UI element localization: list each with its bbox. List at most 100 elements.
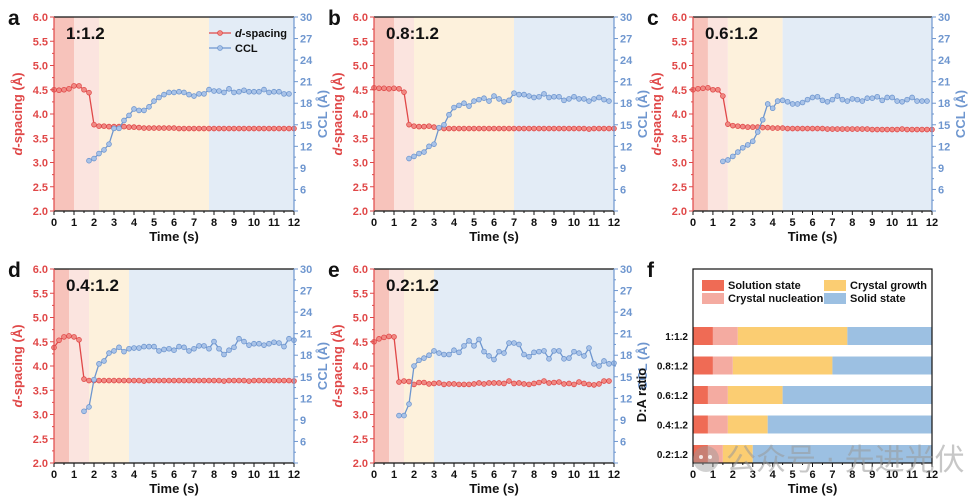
x-tick-label: 1 — [391, 217, 397, 229]
dspacing-point — [166, 377, 172, 384]
left-y-tick-label: 5.5 — [33, 36, 48, 48]
x-axis-title: Time (s) — [788, 229, 838, 244]
x-tick-label: 4 — [131, 217, 138, 229]
ccl-point — [121, 117, 127, 124]
dspacing-point — [221, 378, 227, 384]
ccl-point — [466, 338, 472, 344]
ccl-point — [116, 344, 122, 351]
ccl-point — [894, 98, 900, 104]
ccl-point — [536, 348, 542, 355]
right-y-tick-label: 21 — [620, 77, 632, 89]
x-tick-label: 12 — [608, 469, 620, 481]
dspacing-point — [246, 378, 252, 384]
ccl-point — [799, 99, 806, 106]
ccl-point — [456, 102, 462, 109]
ccl-point — [256, 340, 262, 347]
ccl-point — [511, 90, 517, 96]
x-tick-label: 5 — [151, 469, 157, 481]
dspacing-point — [386, 333, 392, 340]
ccl-point — [191, 345, 197, 352]
ccl-point — [106, 141, 112, 147]
ccl-point — [396, 412, 402, 419]
dspacing-point — [401, 89, 407, 95]
dspacing-point — [456, 381, 462, 388]
right-y-tick-label: 21 — [620, 329, 632, 341]
ccl-point — [521, 351, 527, 358]
dspacing-point — [899, 126, 905, 132]
stage-growth-band — [89, 269, 129, 463]
ccl-point — [446, 351, 452, 358]
ccl-point — [216, 88, 222, 94]
ccl-point — [426, 143, 432, 150]
ccl-point — [909, 94, 915, 101]
dspacing-point — [191, 377, 197, 384]
x-tick-label: 4 — [770, 217, 777, 229]
ccl-point — [591, 96, 597, 102]
dspacing-point — [396, 85, 402, 92]
dspacing-point — [166, 125, 172, 131]
ccl-point — [156, 348, 162, 354]
left-y-tick-label: 3.0 — [33, 410, 48, 422]
ccl-point — [136, 107, 142, 114]
dspacing-point — [96, 377, 102, 384]
x-tick-label: 12 — [926, 469, 938, 481]
dspacing-point — [511, 125, 517, 132]
ccl-point — [531, 349, 537, 356]
ccl-point — [181, 89, 187, 96]
x-tick-label: 2 — [730, 469, 736, 481]
dspacing-point — [141, 125, 147, 131]
ccl-point — [406, 155, 412, 162]
x-tick-label: 6 — [809, 217, 815, 229]
x-tick-label: 5 — [471, 217, 477, 229]
right-y-tick-label: 12 — [300, 141, 312, 153]
italic-d: d — [10, 399, 25, 408]
legend-ccl-marker — [217, 45, 223, 51]
x-tick-label: 2 — [91, 469, 97, 481]
dspacing-point — [849, 126, 856, 132]
wechat-icon — [693, 446, 719, 472]
ccl-point — [561, 356, 567, 362]
ccl-point — [441, 351, 447, 358]
ccl-point — [261, 86, 267, 93]
bar-segment-crystal-growth — [732, 356, 833, 375]
ccl-point — [251, 88, 257, 95]
ccl-point — [496, 96, 502, 102]
legend-ccl-label: CCL — [235, 43, 258, 55]
ccl-point — [471, 98, 477, 104]
x-tick-label: 12 — [288, 217, 300, 229]
ccl-point — [416, 357, 422, 364]
stage-nucleation-band — [69, 269, 89, 463]
ccl-point — [461, 100, 467, 107]
ccl-point — [161, 91, 167, 98]
ccl-point — [456, 349, 462, 356]
italic-d: d — [649, 147, 664, 156]
right-y-tick-label: 18 — [938, 98, 950, 110]
ccl-point — [401, 412, 407, 419]
ccl-point — [884, 94, 890, 101]
dspacing-point — [86, 377, 92, 384]
left-y-tick-label: 5.0 — [672, 61, 687, 73]
ccl-point — [146, 343, 152, 350]
stage-solution-band — [54, 17, 74, 211]
dspacing-point — [66, 85, 72, 92]
category-label: 0.4:1.2 — [657, 421, 689, 432]
dspacing-point — [839, 126, 846, 132]
ccl-point — [111, 125, 117, 132]
dspacing-point — [581, 125, 587, 132]
dspacing-point — [511, 380, 517, 387]
right-y-tick-label: 12 — [620, 393, 632, 405]
x-axis-title: Time (s) — [149, 481, 199, 496]
dspacing-point — [81, 376, 87, 382]
dspacing-point — [446, 125, 452, 132]
left-y-tick-label: 6.0 — [33, 264, 48, 276]
bar-segment-solution-state — [693, 356, 713, 375]
right-y-tick-label: 30 — [300, 264, 312, 276]
x-tick-label: 9 — [869, 217, 875, 229]
dspacing-point — [725, 121, 731, 127]
dspacing-point — [476, 380, 482, 386]
left-y-tick-label: 5.5 — [672, 36, 687, 48]
x-axis-title: Time (s) — [469, 481, 519, 496]
panel-letter: b — [328, 7, 341, 30]
dspacing-point — [571, 125, 577, 132]
right-y-tick-label: 15 — [300, 372, 312, 384]
